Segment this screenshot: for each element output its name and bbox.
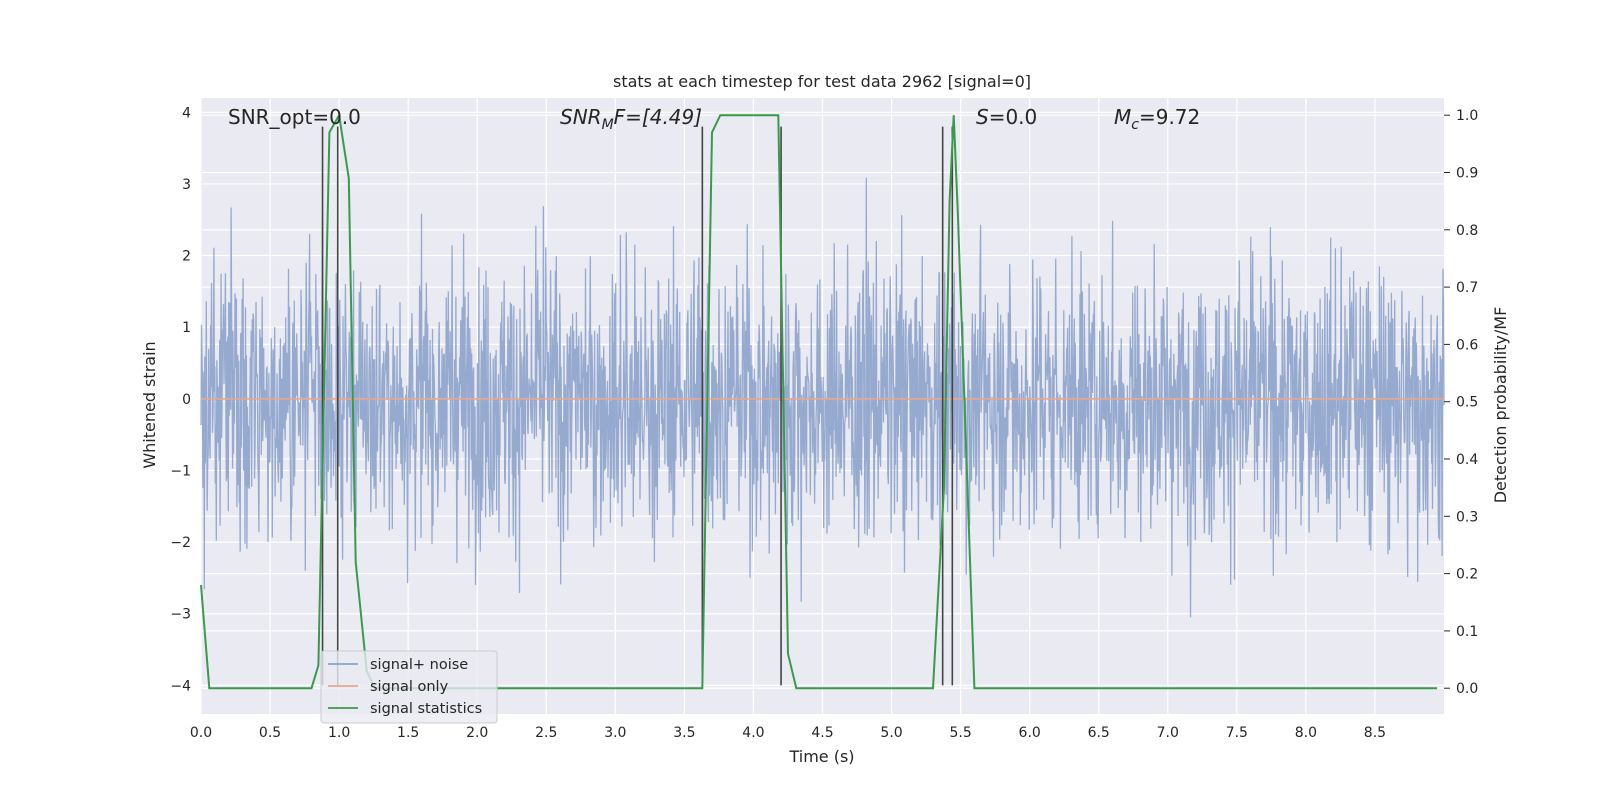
x-tick-label: 3.0 <box>604 725 626 741</box>
legend-label-statistics: signal statistics <box>370 701 482 717</box>
statistics-series <box>200 112 1438 690</box>
x-tick-label: 1.0 <box>328 725 350 741</box>
x-tick-label: 7.5 <box>1226 725 1248 741</box>
left-y-tick-label: −1 <box>170 463 191 479</box>
s-value: =0.0 <box>989 105 1038 129</box>
mc-annotation: Mc=9.72 <box>1114 105 1200 133</box>
x-tick-label: 0.0 <box>190 725 212 741</box>
x-tick-label: 4.5 <box>811 725 833 741</box>
s-annotation: S=0.0 <box>976 105 1037 129</box>
right-y-axis-ticks: 1.0 0.9 0.8 0.7 0.6 0.5 0.4 0.3 0.2 0.1 0.0 <box>1444 108 1478 697</box>
right-y-tick-label: 0.4 <box>1456 452 1478 468</box>
right-y-tick-label: 0.0 <box>1456 681 1478 697</box>
x-tick-label: 2.0 <box>466 725 488 741</box>
left-y-tick-label: 4 <box>182 105 191 121</box>
legend-label-signal-only: signal only <box>370 679 449 695</box>
left-y-tick-label: −4 <box>170 678 191 694</box>
right-y-tick-label: 0.7 <box>1456 280 1478 296</box>
snr-mf-annotation: SNRMF=[4.49] <box>560 105 702 133</box>
right-y-tick-label: 0.3 <box>1456 509 1478 525</box>
x-tick-label: 8.0 <box>1295 725 1317 741</box>
right-y-tick-label: 0.9 <box>1456 165 1478 181</box>
x-axis-ticks: 0.0 0.5 1.0 1.5 2.0 2.5 3.0 3.5 4.0 4.5 5.0 5.5 6.0 6… <box>190 725 1386 741</box>
right-y-tick-label: 0.2 <box>1456 567 1478 583</box>
left-y-axis-label: Whitened strain <box>140 341 159 468</box>
x-tick-label: 2.5 <box>535 725 557 741</box>
left-y-tick-label: −3 <box>170 607 191 623</box>
x-tick-label: 0.5 <box>259 725 281 741</box>
chart-title: stats at each timestep for test data 296… <box>613 72 1031 91</box>
statistics-line <box>200 112 1438 690</box>
left-y-tick-label: 3 <box>182 177 191 193</box>
mc-subscript: c <box>1131 117 1139 133</box>
left-y-tick-label: 2 <box>182 249 191 265</box>
left-y-axis-ticks: 4 3 2 1 0 −1 −2 −3 −4 <box>170 105 191 694</box>
right-y-tick-label: 0.8 <box>1456 223 1478 239</box>
legend-label-noise: signal+ noise <box>370 657 468 673</box>
s-variable: S <box>976 105 989 129</box>
x-tick-label: 6.5 <box>1088 725 1110 741</box>
right-y-tick-label: 1.0 <box>1456 108 1478 124</box>
x-tick-label: 1.5 <box>397 725 419 741</box>
mc-variable: M <box>1114 105 1131 129</box>
noise-series <box>200 177 1445 618</box>
x-tick-label: 6.0 <box>1019 725 1041 741</box>
right-y-tick-label: 0.5 <box>1456 395 1478 411</box>
left-y-tick-label: 0 <box>182 392 191 408</box>
right-y-axis-label: Detection probability/MF <box>1491 307 1510 504</box>
right-y-tick-label: 0.6 <box>1456 337 1478 353</box>
x-tick-label: 3.5 <box>673 725 695 741</box>
x-tick-label: 5.5 <box>949 725 971 741</box>
left-y-tick-label: 1 <box>182 320 191 336</box>
left-y-tick-label: −2 <box>170 535 191 551</box>
snr-mf-prefix: SNR <box>560 105 602 129</box>
legend: signal+ noise signal only signal statist… <box>320 650 498 724</box>
x-tick-label: 5.0 <box>880 725 902 741</box>
vertical-markers <box>321 126 954 686</box>
x-tick-label: 4.0 <box>742 725 764 741</box>
snr-mf-suffix: F=[4.49] <box>614 105 702 129</box>
x-tick-label: 7.0 <box>1157 725 1179 741</box>
right-y-tick-label: 0.1 <box>1456 624 1478 640</box>
snr-mf-subscript: M <box>602 117 614 133</box>
x-axis-label: Time (s) <box>788 747 854 766</box>
mc-value: =9.72 <box>1139 105 1200 129</box>
x-tick-label: 8.5 <box>1364 725 1386 741</box>
noise-trace <box>200 177 1445 618</box>
snr-opt-annotation: SNR_opt=0.0 <box>228 105 361 129</box>
